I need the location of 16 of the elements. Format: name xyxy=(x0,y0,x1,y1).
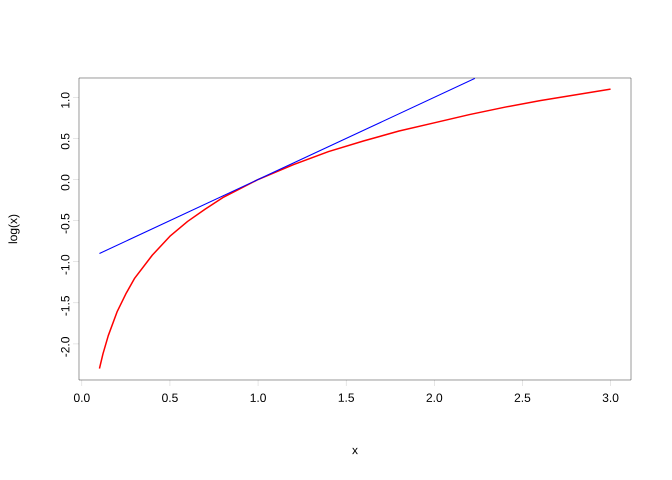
y-tick-label: 0.5 xyxy=(60,134,70,150)
x-tick-label: 2.0 xyxy=(426,394,442,402)
y-tick-label: -0.5 xyxy=(60,214,70,234)
y-tick-label: -1.0 xyxy=(60,254,70,275)
y-tick-label: -1.5 xyxy=(61,296,70,316)
x-tick-label: 0.5 xyxy=(162,394,178,402)
y-tick-label: -2.0 xyxy=(60,337,70,357)
x-tick-label: 0.0 xyxy=(74,394,90,402)
x-axis-title: x xyxy=(352,448,358,454)
x-tick-label: 1.5 xyxy=(338,394,354,402)
y-axis-title: log(x) xyxy=(8,214,20,244)
x-tick-label: 1.0 xyxy=(250,394,266,402)
x-tick-label: 2.5 xyxy=(514,394,530,402)
x-tick-label: 3.0 xyxy=(602,394,618,402)
y-tick-label: 0.0 xyxy=(60,174,70,190)
y-tick-label: 1.0 xyxy=(60,92,70,108)
